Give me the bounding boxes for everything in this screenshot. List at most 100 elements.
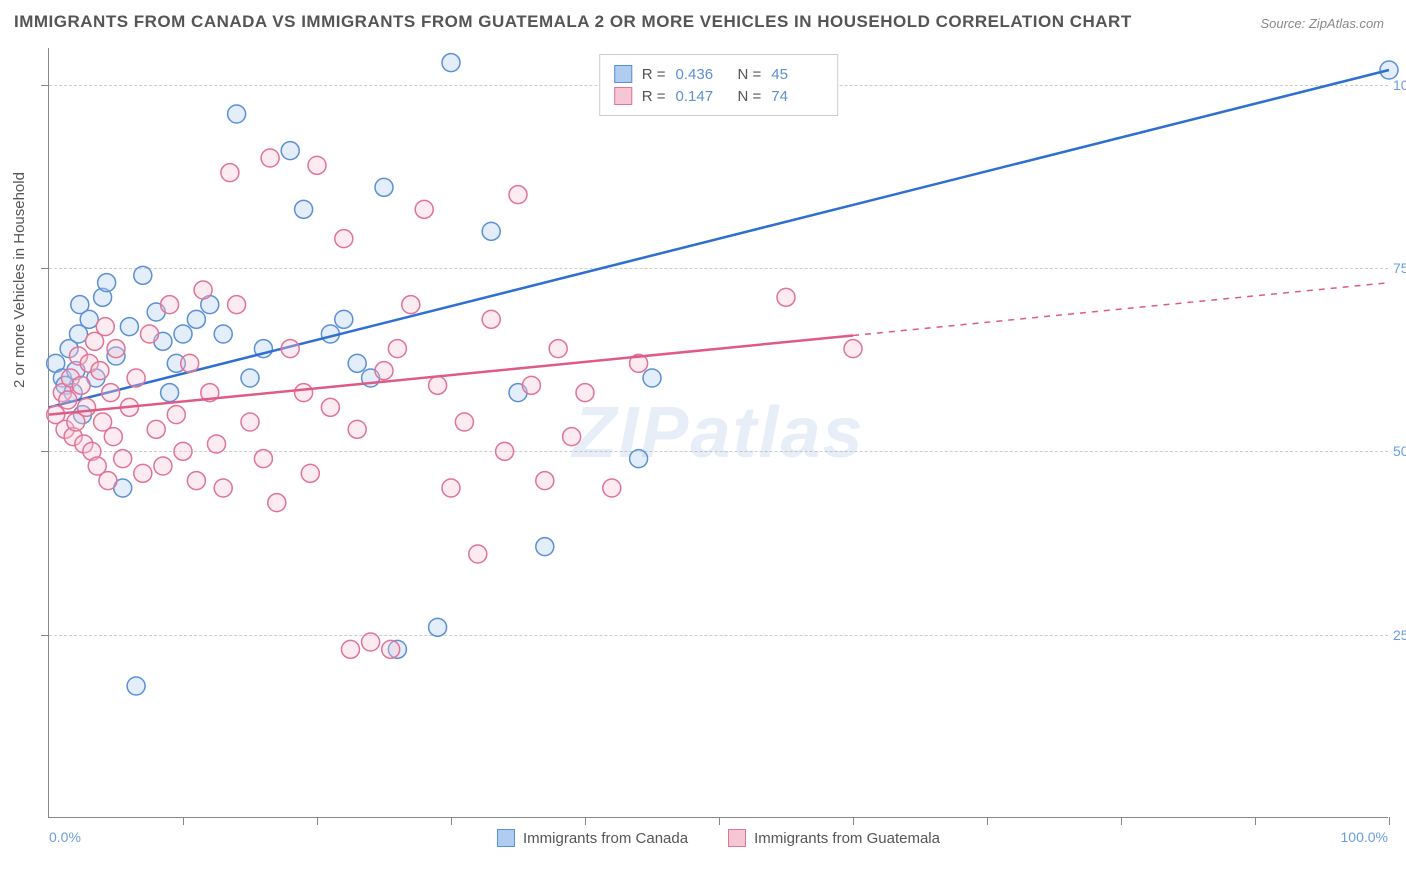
scatter-point [214, 325, 232, 343]
x-tick [317, 817, 318, 825]
scatter-point [221, 164, 239, 182]
scatter-point [228, 296, 246, 314]
x-tick [1255, 817, 1256, 825]
scatter-point [241, 413, 259, 431]
scatter-point [301, 464, 319, 482]
scatter-point [208, 435, 226, 453]
scatter-point [134, 464, 152, 482]
y-tick-label: 25.0% [1393, 627, 1406, 643]
x-tick [183, 817, 184, 825]
scatter-point [104, 428, 122, 446]
scatter-point [536, 538, 554, 556]
x-tick [451, 817, 452, 825]
correlation-stats-box: R =0.436 N =45 R =0.147 N =74 [599, 54, 839, 116]
scatter-point [402, 296, 420, 314]
scatter-point [382, 640, 400, 658]
scatter-point [98, 274, 116, 292]
scatter-point [549, 340, 567, 358]
chart-plot-area: 2 or more Vehicles in Household 25.0%50.… [48, 48, 1388, 818]
swatch-guatemala [614, 87, 632, 105]
x-tick [585, 817, 586, 825]
x-tick [1389, 817, 1390, 825]
scatter-point [643, 369, 661, 387]
scatter-point [187, 472, 205, 490]
scatter-point [482, 310, 500, 328]
swatch-guatemala [728, 829, 746, 847]
r-value: 0.436 [676, 66, 728, 83]
legend-item-guatemala: Immigrants from Guatemala [728, 829, 940, 847]
scatter-point [777, 288, 795, 306]
scatter-point [134, 266, 152, 284]
scatter-point [335, 230, 353, 248]
y-tick-label: 75.0% [1393, 260, 1406, 276]
scatter-point [102, 384, 120, 402]
r-value: 0.147 [676, 88, 728, 105]
scatter-point [181, 354, 199, 372]
trend-line-dashed [853, 283, 1389, 336]
scatter-point [415, 200, 433, 218]
scatter-point [522, 376, 540, 394]
swatch-canada [614, 65, 632, 83]
x-tick [1121, 817, 1122, 825]
legend-item-canada: Immigrants from Canada [497, 829, 688, 847]
scatter-point [107, 340, 125, 358]
scatter-point [603, 479, 621, 497]
scatter-point [496, 442, 514, 460]
scatter-point [261, 149, 279, 167]
scatter-point [388, 340, 406, 358]
trend-line-solid [49, 70, 1389, 407]
scatter-point [509, 186, 527, 204]
chart-title: IMMIGRANTS FROM CANADA VS IMMIGRANTS FRO… [14, 12, 1132, 32]
stats-row-canada: R =0.436 N =45 [614, 63, 824, 85]
scatter-point [429, 376, 447, 394]
scatter-point [147, 420, 165, 438]
scatter-point [563, 428, 581, 446]
scatter-point [72, 376, 90, 394]
stats-row-guatemala: R =0.147 N =74 [614, 85, 824, 107]
x-tick [853, 817, 854, 825]
scatter-point [241, 369, 259, 387]
legend-label: Immigrants from Guatemala [754, 830, 940, 847]
scatter-point [174, 442, 192, 460]
scatter-point [141, 325, 159, 343]
scatter-point [469, 545, 487, 563]
scatter-point [375, 178, 393, 196]
scatter-point [321, 398, 339, 416]
scatter-point [254, 450, 272, 468]
n-value: 74 [771, 88, 823, 105]
scatter-point [167, 406, 185, 424]
scatter-point [99, 472, 117, 490]
y-tick [41, 85, 49, 86]
scatter-point [442, 54, 460, 72]
scatter-point [174, 325, 192, 343]
scatter-point [295, 384, 313, 402]
scatter-point [78, 398, 96, 416]
scatter-point [127, 677, 145, 695]
scatter-point [187, 310, 205, 328]
n-value: 45 [771, 66, 823, 83]
y-axis-label: 2 or more Vehicles in Household [11, 172, 28, 388]
scatter-plot-svg [49, 48, 1388, 817]
scatter-point [120, 318, 138, 336]
x-tick [719, 817, 720, 825]
scatter-point [295, 200, 313, 218]
scatter-point [268, 494, 286, 512]
scatter-point [335, 310, 353, 328]
scatter-point [96, 318, 114, 336]
scatter-point [281, 142, 299, 160]
legend-label: Immigrants from Canada [523, 830, 688, 847]
source-attribution: Source: ZipAtlas.com [1260, 16, 1384, 31]
y-tick [41, 451, 49, 452]
scatter-point [576, 384, 594, 402]
y-tick [41, 635, 49, 636]
y-tick-label: 100.0% [1393, 77, 1406, 93]
scatter-point [127, 369, 145, 387]
scatter-point [228, 105, 246, 123]
scatter-point [281, 340, 299, 358]
swatch-canada [497, 829, 515, 847]
scatter-point [161, 296, 179, 314]
legend-bottom: Immigrants from Canada Immigrants from G… [49, 829, 1388, 847]
scatter-point [59, 391, 77, 409]
scatter-point [91, 362, 109, 380]
scatter-point [844, 340, 862, 358]
